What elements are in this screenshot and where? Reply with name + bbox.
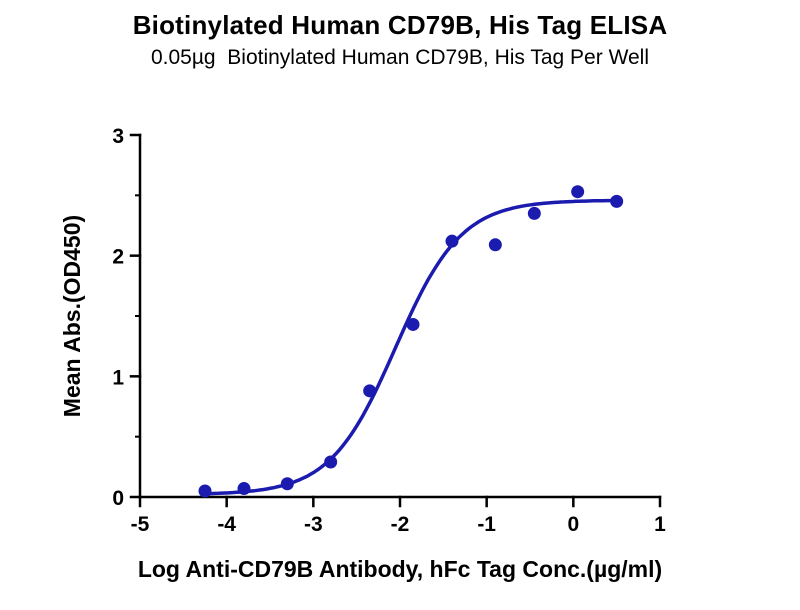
x-tick-label: 1 [654, 513, 666, 536]
data-point [488, 238, 502, 252]
elisa-chart-page: Biotinylated Human CD79B, His Tag ELISA … [0, 10, 800, 610]
data-point [445, 234, 459, 248]
y-tick-label: 1 [112, 366, 124, 389]
y-tick-label: 0 [112, 487, 124, 510]
x-tick-label: -5 [131, 513, 150, 536]
x-axis-title: Log Anti-CD79B Antibody, hFc Tag Conc.(µ… [138, 556, 662, 582]
data-point [324, 455, 338, 469]
data-point [280, 477, 294, 491]
data-point [237, 482, 251, 496]
x-tick-label: -4 [217, 513, 236, 536]
y-tick-label: 2 [112, 246, 124, 269]
fit-curve [200, 198, 621, 496]
chart-subtitle: 0.05µg Biotinylated Human CD79B, His Tag… [150, 46, 650, 69]
chart-title: Biotinylated Human CD79B, His Tag ELISA [132, 10, 668, 40]
data-point [406, 317, 420, 331]
data-point [610, 194, 624, 208]
data-point [527, 206, 541, 220]
x-tick-label: -1 [477, 513, 496, 536]
data-point [198, 484, 212, 498]
x-tick-label: -3 [304, 513, 323, 536]
y-axis-title: Mean Abs.(OD450) [59, 215, 85, 417]
elisa-dose-response-plot: -5 -4 -3 -2 -1 0 1 0 1 2 3 Log Anti-CD79B Antibody,… [59, 125, 666, 582]
data-point [571, 185, 585, 199]
y-tick-label: 3 [112, 125, 124, 148]
x-tick-label: 0 [567, 513, 579, 536]
x-tick-label: -2 [391, 513, 410, 536]
data-point [363, 384, 377, 398]
